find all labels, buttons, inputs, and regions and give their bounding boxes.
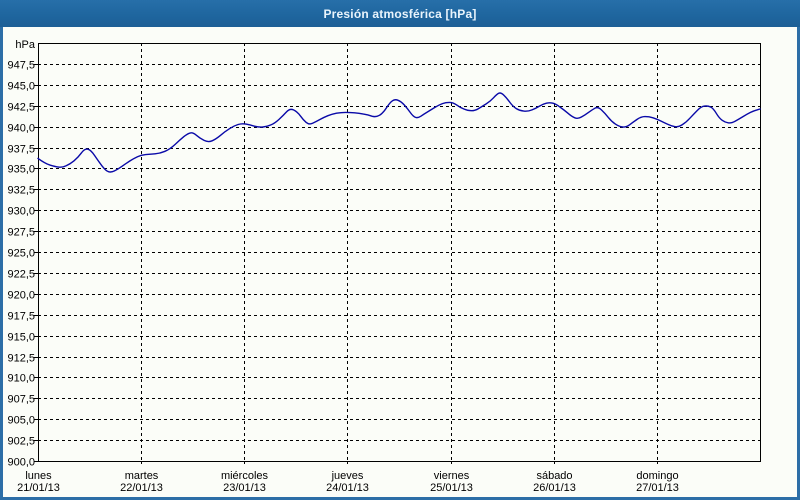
y-axis-tick-label: 942,5 [7,102,35,114]
y-axis-tick-label: 907,5 [7,394,35,406]
window-title: Presión atmosférica [hPa] [323,6,477,21]
y-axis-tick-label: 922,5 [7,269,35,281]
y-axis-tick-label: 935,0 [7,164,35,176]
pressure-line-chart: 947,5 945,0 942,5 940,0 937,5 935,0 932,5 930,0… [7,43,761,494]
y-axis-tick-label: 920,0 [7,290,35,302]
y-axis-tick-label: 925,0 [7,248,35,260]
y-axis-tick-label: 900,0 [7,457,35,469]
y-axis-tick-label: 947,5 [7,60,35,72]
y-axis-unit-label: hPa [15,39,35,51]
y-axis-tick-label: 937,5 [7,144,35,156]
chart-frame: hPa 947,5 945,0 942,5 940,0 937,5 935,0 932,5 9… [0,27,800,500]
y-axis-tick-label: 905,0 [7,415,35,427]
window-title-bar: Presión atmosférica [hPa] [0,0,800,27]
y-axis-tick-label: 927,5 [7,227,35,239]
y-axis-tick-label: 902,5 [7,436,35,448]
y-axis-tick-label: 932,5 [7,185,35,197]
y-axis-tick-label: 915,0 [7,332,35,344]
y-axis-tick-label: 930,0 [7,206,35,218]
pressure-series-line [37,92,761,173]
y-axis-tick-label: 940,0 [7,123,35,135]
x-date-label: 22/01/13 [120,482,163,494]
x-date-label: 27/01/13 [636,482,679,494]
y-axis-tick-label: 945,0 [7,81,35,93]
x-day-label: jueves [331,470,364,482]
y-axis-tick-label: 910,0 [7,373,35,385]
x-date-label: 21/01/13 [17,482,60,494]
plot-border [38,43,761,462]
x-day-label: martes [125,470,159,482]
x-day-label: lunes [25,470,52,482]
x-day-label: viernes [434,470,470,482]
x-date-label: 25/01/13 [430,482,473,494]
x-date-label: 26/01/13 [533,482,576,494]
y-axis-tick-label: 912,5 [7,353,35,365]
x-day-label: miércoles [221,470,269,482]
x-day-label: domingo [636,470,678,482]
x-date-label: 24/01/13 [326,482,369,494]
x-date-label: 23/01/13 [223,482,266,494]
x-day-label: sábado [536,470,572,482]
y-axis-tick-label: 917,5 [7,311,35,323]
